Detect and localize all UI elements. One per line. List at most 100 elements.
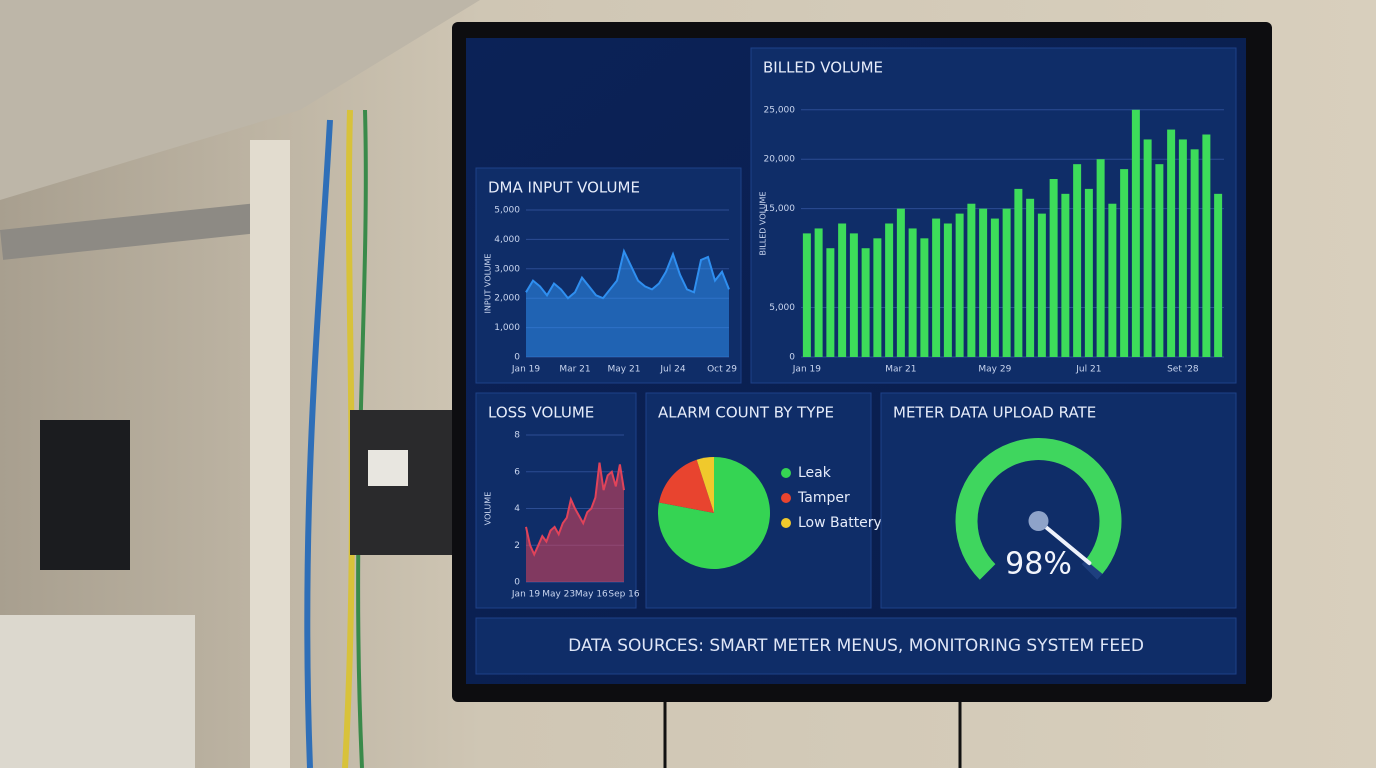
- y-tick-label: 0: [789, 353, 795, 363]
- y-axis-label: VOLUME: [484, 492, 493, 526]
- y-tick-label: 1,000: [494, 323, 520, 333]
- bar: [967, 203, 976, 357]
- pie-slice: [696, 457, 714, 513]
- bar: [1143, 139, 1152, 357]
- ceiling: [0, 0, 480, 200]
- panel-title: BILLED VOLUME: [763, 59, 883, 77]
- bar: [990, 218, 999, 357]
- bar: [1167, 129, 1176, 357]
- bar: [1214, 193, 1223, 357]
- area-fill: [526, 462, 624, 582]
- y-tick-label: 15,000: [764, 204, 796, 214]
- bar: [1120, 169, 1129, 357]
- line: [525, 248, 730, 300]
- y-tick-label: 5,000: [769, 303, 795, 313]
- x-tick-label: Set '28: [1167, 365, 1199, 375]
- panel-title: METER DATA UPLOAD RATE: [893, 404, 1096, 422]
- y-tick-label: 2,000: [494, 294, 520, 304]
- panel-title: ALARM COUNT BY TYPE: [658, 404, 834, 422]
- bar: [873, 238, 882, 357]
- bar: [943, 223, 952, 357]
- box-label: [368, 450, 408, 486]
- cable: [304, 119, 333, 768]
- gauge-hub: [1028, 511, 1049, 531]
- y-tick-label: 2: [514, 541, 520, 551]
- x-tick-label: Sep 16: [608, 590, 640, 600]
- bar: [1108, 203, 1117, 357]
- gauge-label: 98%: [1005, 547, 1072, 582]
- panel: [880, 392, 1237, 609]
- pillar: [250, 140, 290, 768]
- bar: [979, 208, 988, 357]
- bar: [826, 248, 835, 357]
- bar: [1190, 149, 1199, 357]
- legend-swatch: [781, 518, 791, 528]
- bar: [849, 233, 858, 357]
- bar: [896, 208, 905, 357]
- x-tick-label: Jul 21: [1075, 365, 1101, 375]
- bar: [1155, 164, 1164, 357]
- y-tick-label: 5,000: [494, 206, 520, 216]
- bar: [920, 238, 929, 357]
- y-tick-label: 6: [514, 467, 520, 477]
- bar: [1073, 164, 1082, 357]
- bar: [861, 248, 870, 357]
- panel-title: LOSS VOLUME: [488, 404, 594, 422]
- gauge-needle: [1036, 519, 1092, 566]
- bar: [932, 218, 941, 357]
- cable: [356, 109, 368, 768]
- legend-swatch: [781, 493, 791, 503]
- x-tick-label: Oct 29: [707, 365, 737, 375]
- x-tick-label: May 21: [608, 365, 641, 375]
- legend-swatch: [781, 468, 791, 478]
- footer-panel: [475, 617, 1237, 675]
- y-tick-label: 3,000: [494, 264, 520, 274]
- x-tick-label: Jan 19: [511, 365, 540, 375]
- y-tick-label: 0: [514, 578, 520, 588]
- pie-slice: [658, 459, 714, 513]
- bar: [1026, 198, 1035, 357]
- gauge-value: [955, 438, 1122, 580]
- x-tick-label: May 16: [575, 590, 608, 600]
- bar: [1002, 208, 1011, 357]
- x-tick-label: Mar 21: [885, 365, 916, 375]
- x-tick-label: May 29: [978, 365, 1011, 375]
- cable: [342, 109, 355, 768]
- bar: [1131, 109, 1140, 358]
- legend-label: Tamper: [797, 490, 850, 506]
- y-tick-label: 4: [514, 504, 520, 514]
- y-axis-label: INPUT VOLUME: [484, 254, 493, 314]
- bar: [1178, 139, 1187, 357]
- y-axis-label: BILLED VOLUME: [759, 191, 768, 255]
- bar: [802, 233, 811, 357]
- bar: [1014, 188, 1023, 357]
- x-tick-label: Jul 24: [659, 365, 685, 375]
- y-tick-label: 8: [514, 431, 520, 441]
- monitor: [40, 420, 130, 570]
- x-tick-label: May 23: [542, 590, 575, 600]
- bar: [1037, 213, 1046, 357]
- panel-title: DMA INPUT VOLUME: [488, 179, 640, 197]
- legend-label: Low Battery: [798, 515, 882, 531]
- bar: [908, 228, 917, 357]
- bar: [955, 213, 964, 357]
- x-tick-label: Jan 19: [511, 590, 540, 600]
- x-tick-label: Mar 21: [559, 365, 590, 375]
- cable-tray: [0, 202, 262, 260]
- bar: [1202, 134, 1211, 357]
- bar: [885, 223, 894, 357]
- bar: [1096, 159, 1105, 357]
- bar: [838, 223, 847, 357]
- y-tick-label: 20,000: [764, 155, 796, 165]
- cabinet: [0, 615, 195, 768]
- pie-slice: [658, 457, 770, 570]
- legend-label: Leak: [798, 465, 832, 481]
- y-tick-label: 25,000: [764, 105, 796, 115]
- area-fill: [526, 251, 729, 357]
- bar: [814, 228, 823, 357]
- screen: DATA SOURCES: SMART METER MENUS, MONITOR…: [466, 38, 1246, 684]
- bar: [1061, 193, 1070, 357]
- line: [525, 462, 625, 557]
- bar: [1084, 188, 1093, 357]
